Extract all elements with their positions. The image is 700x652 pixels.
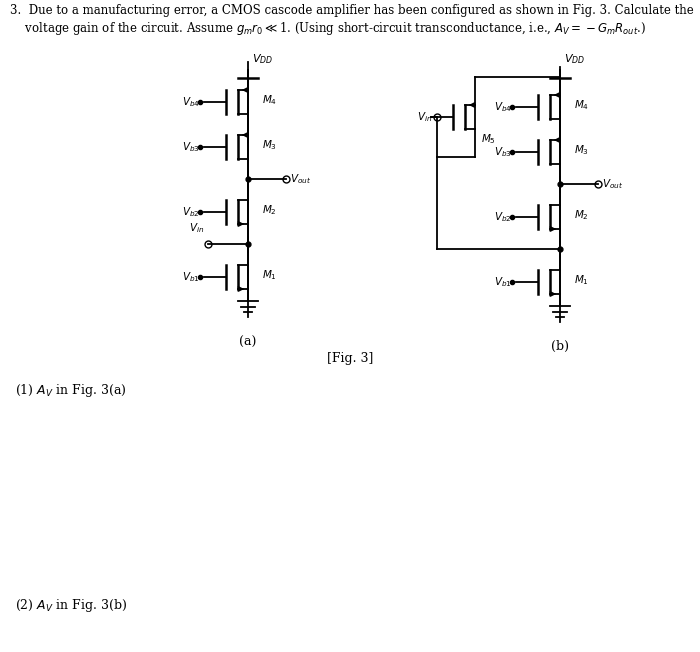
Text: $V_{b3}$: $V_{b3}$ <box>182 140 200 154</box>
Text: $V_{b4}$: $V_{b4}$ <box>494 100 512 114</box>
Text: (2) $A_V$ in Fig. 3(b): (2) $A_V$ in Fig. 3(b) <box>15 597 127 614</box>
Text: $V_{DD}$: $V_{DD}$ <box>252 52 273 66</box>
Text: $V_{b3}$: $V_{b3}$ <box>494 145 512 159</box>
Text: $M_4$: $M_4$ <box>574 98 589 112</box>
Text: $V_{b2}$: $V_{b2}$ <box>494 210 512 224</box>
Text: [Fig. 3]: [Fig. 3] <box>327 352 373 365</box>
Text: $V_{b1}$: $V_{b1}$ <box>182 270 200 284</box>
Text: $V_{b2}$: $V_{b2}$ <box>183 205 200 219</box>
Text: (1) $A_V$ in Fig. 3(a): (1) $A_V$ in Fig. 3(a) <box>15 382 127 399</box>
Text: 3.  Due to a manufacturing error, a CMOS cascode amplifier has been configured a: 3. Due to a manufacturing error, a CMOS … <box>10 4 694 17</box>
Text: $M_1$: $M_1$ <box>574 273 589 287</box>
Text: $M_3$: $M_3$ <box>574 143 589 157</box>
Text: $V_{b1}$: $V_{b1}$ <box>494 275 512 289</box>
Text: $M_5$: $M_5$ <box>481 132 496 146</box>
Text: $M_3$: $M_3$ <box>262 138 277 152</box>
Text: (a): (a) <box>239 336 257 349</box>
Text: (b): (b) <box>551 340 569 353</box>
Text: $V_{in}$: $V_{in}$ <box>416 110 432 124</box>
Text: $V_{out}$: $V_{out}$ <box>290 172 312 186</box>
Text: $V_{DD}$: $V_{DD}$ <box>564 52 585 66</box>
Text: $V_{out}$: $V_{out}$ <box>602 177 623 191</box>
Text: $M_4$: $M_4$ <box>262 93 277 107</box>
Text: $V_{b4}$: $V_{b4}$ <box>182 95 200 109</box>
Text: $M_2$: $M_2$ <box>262 203 276 217</box>
Text: $M_2$: $M_2$ <box>574 208 589 222</box>
Text: $M_1$: $M_1$ <box>262 268 277 282</box>
Text: $V_{in}$: $V_{in}$ <box>189 221 204 235</box>
Text: voltage gain of the circuit. Assume $g_m$$r_0$$\ll$1. (Using short-circuit trans: voltage gain of the circuit. Assume $g_m… <box>10 20 646 37</box>
